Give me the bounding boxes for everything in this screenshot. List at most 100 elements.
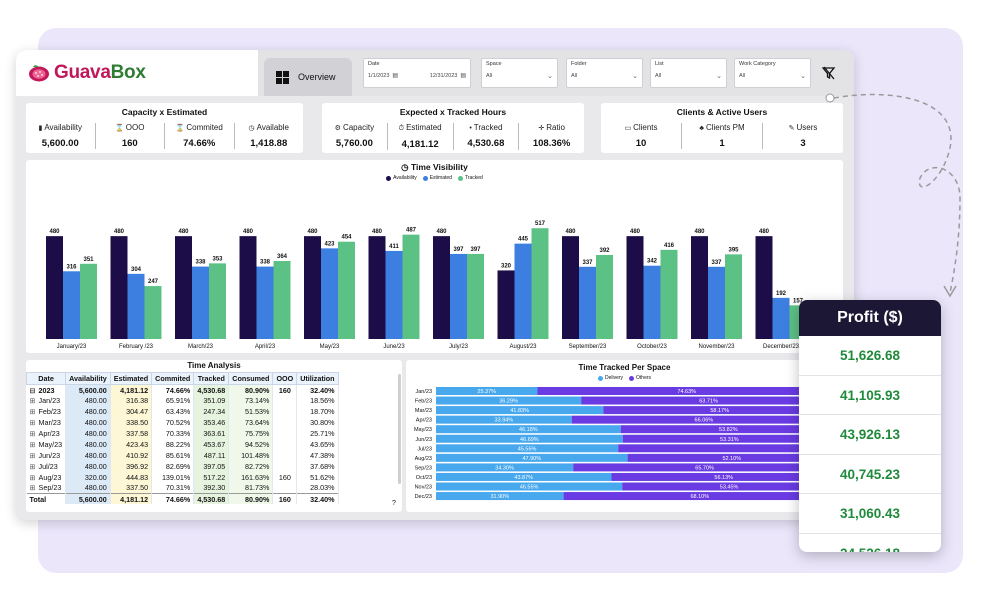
- bar-estimated-2[interactable]: [192, 266, 209, 339]
- bar-tracked-5[interactable]: [402, 234, 420, 339]
- expand-icon[interactable]: ⊞: [29, 407, 36, 417]
- help-icon[interactable]: ?: [392, 500, 396, 507]
- date-end-input[interactable]: 12/31/2023 ▤: [429, 72, 466, 80]
- legend-availability[interactable]: Availability: [386, 175, 417, 181]
- bar-availability-6[interactable]: [433, 236, 450, 339]
- expand-icon[interactable]: ⊞: [29, 472, 36, 482]
- bar-availability-8[interactable]: [562, 236, 579, 339]
- bar-tracked-2[interactable]: [209, 263, 226, 339]
- bar-tracked-6[interactable]: [467, 253, 484, 339]
- bar-estimated-6[interactable]: [450, 253, 467, 339]
- folder-filter[interactable]: Folder All ⌄: [566, 58, 643, 88]
- bar-others-0[interactable]: [537, 387, 836, 395]
- bar-availability-5[interactable]: [368, 236, 386, 339]
- bar-availability-10[interactable]: [691, 236, 708, 339]
- bar-others-10[interactable]: [622, 482, 836, 491]
- column-header[interactable]: Utilization: [296, 372, 339, 385]
- bar-tracked-0[interactable]: [80, 263, 97, 339]
- bar-others-8[interactable]: [573, 463, 836, 472]
- clear-filter-icon[interactable]: [822, 66, 836, 80]
- date-start-input[interactable]: 1/1/2023 ▤: [368, 72, 399, 80]
- bar-estimated-4[interactable]: [321, 248, 338, 339]
- bar-value-label: 364: [277, 254, 288, 260]
- date-filter[interactable]: Date 1/1/2023 ▤ 12/31/2023 ▤: [363, 58, 471, 88]
- bar-delivery-5[interactable]: [436, 434, 623, 443]
- work-category-filter[interactable]: Work Category All ⌄: [734, 58, 811, 88]
- bar-availability-1[interactable]: [110, 236, 128, 339]
- tab-overview[interactable]: Overview: [264, 58, 352, 96]
- expand-icon[interactable]: ⊞: [29, 483, 36, 493]
- bar-delivery-2[interactable]: [436, 406, 604, 415]
- bar-availability-0[interactable]: [46, 236, 63, 339]
- column-header[interactable]: Date: [26, 372, 67, 385]
- bar-delivery-9[interactable]: [436, 472, 612, 481]
- expand-icon[interactable]: ⊞: [29, 418, 36, 428]
- bar-tracked-7[interactable]: [531, 228, 549, 339]
- bar-delivery-6[interactable]: [436, 444, 619, 453]
- bar-estimated-3[interactable]: [256, 266, 274, 339]
- bar-availability-9[interactable]: [626, 236, 644, 339]
- bar-delivery-7[interactable]: [436, 453, 628, 462]
- bar-delivery-3[interactable]: [436, 415, 572, 424]
- column-header[interactable]: Tracked: [193, 372, 230, 385]
- bar-delivery-4[interactable]: [436, 425, 621, 434]
- bar-estimated-8[interactable]: [579, 266, 596, 339]
- bar-tracked-4[interactable]: [338, 241, 355, 339]
- bar-tracked-3[interactable]: [273, 261, 291, 339]
- bar-availability-4[interactable]: [304, 236, 321, 339]
- bar-estimated-10[interactable]: [708, 266, 725, 339]
- bar-others-6[interactable]: [618, 444, 836, 453]
- column-header[interactable]: Estimated: [109, 372, 153, 385]
- bar-tracked-9[interactable]: [660, 249, 678, 339]
- bar-availability-11[interactable]: [755, 236, 773, 339]
- others-value-label: 58.17%: [710, 408, 729, 414]
- bar-estimated-11[interactable]: [772, 297, 790, 339]
- table-cell: 487.11: [193, 449, 230, 461]
- column-header[interactable]: OOO: [272, 372, 298, 385]
- bar-delivery-10[interactable]: [436, 482, 623, 491]
- bar-estimated-9[interactable]: [643, 265, 661, 339]
- expand-icon[interactable]: ⊟: [29, 385, 36, 395]
- bar-others-3[interactable]: [571, 415, 836, 424]
- bar-delivery-8[interactable]: [436, 463, 574, 472]
- column-header[interactable]: Availability: [65, 372, 111, 385]
- column-header[interactable]: Consumed: [228, 372, 274, 385]
- bar-estimated-1[interactable]: [127, 273, 145, 339]
- bar-delivery-11[interactable]: [436, 492, 564, 501]
- bar-others-1[interactable]: [581, 396, 836, 405]
- legend-tracked[interactable]: Tracked: [457, 175, 483, 181]
- legend-others[interactable]: Others: [629, 375, 651, 381]
- clients-kpi-users: ✎ Users 3: [763, 123, 843, 149]
- others-value-label: 53.82%: [719, 427, 738, 433]
- time-visibility-legend: Availability Estimated Tracked: [26, 175, 843, 181]
- bar-availability-2[interactable]: [175, 236, 192, 339]
- expand-icon[interactable]: ⊞: [29, 461, 36, 471]
- expand-icon[interactable]: ⊞: [29, 439, 36, 449]
- bar-others-11[interactable]: [563, 492, 836, 501]
- bar-others-7[interactable]: [627, 453, 836, 462]
- bar-estimated-5[interactable]: [385, 250, 403, 339]
- bar-delivery-1[interactable]: [436, 396, 582, 405]
- bar-others-5[interactable]: [622, 434, 836, 443]
- space-filter[interactable]: Space All ⌄: [481, 58, 558, 88]
- expand-icon[interactable]: ⊞: [29, 429, 36, 438]
- legend-estimated[interactable]: Estimated: [422, 175, 452, 181]
- bar-estimated-0[interactable]: [63, 271, 80, 339]
- legend-delivery[interactable]: Delivery: [597, 375, 623, 381]
- list-filter[interactable]: List All ⌄: [650, 58, 727, 88]
- bar-tracked-10[interactable]: [725, 254, 742, 339]
- bar-others-9[interactable]: [611, 472, 836, 481]
- bar-availability-7[interactable]: [497, 270, 515, 339]
- bar-availability-3[interactable]: [239, 236, 257, 339]
- bar-tracked-8[interactable]: [596, 255, 613, 339]
- expand-icon[interactable]: ⊞: [29, 450, 36, 460]
- expand-icon[interactable]: ⊞: [29, 396, 36, 406]
- bar-others-2[interactable]: [603, 406, 836, 415]
- x-tick-label: October/23: [637, 344, 667, 350]
- bar-tracked-1[interactable]: [144, 286, 162, 339]
- table-scrollbar[interactable]: [398, 374, 401, 484]
- bar-estimated-7[interactable]: [514, 243, 532, 339]
- column-header[interactable]: Commited: [151, 372, 195, 385]
- bar-others-4[interactable]: [620, 425, 836, 434]
- bar-delivery-0[interactable]: [436, 387, 538, 395]
